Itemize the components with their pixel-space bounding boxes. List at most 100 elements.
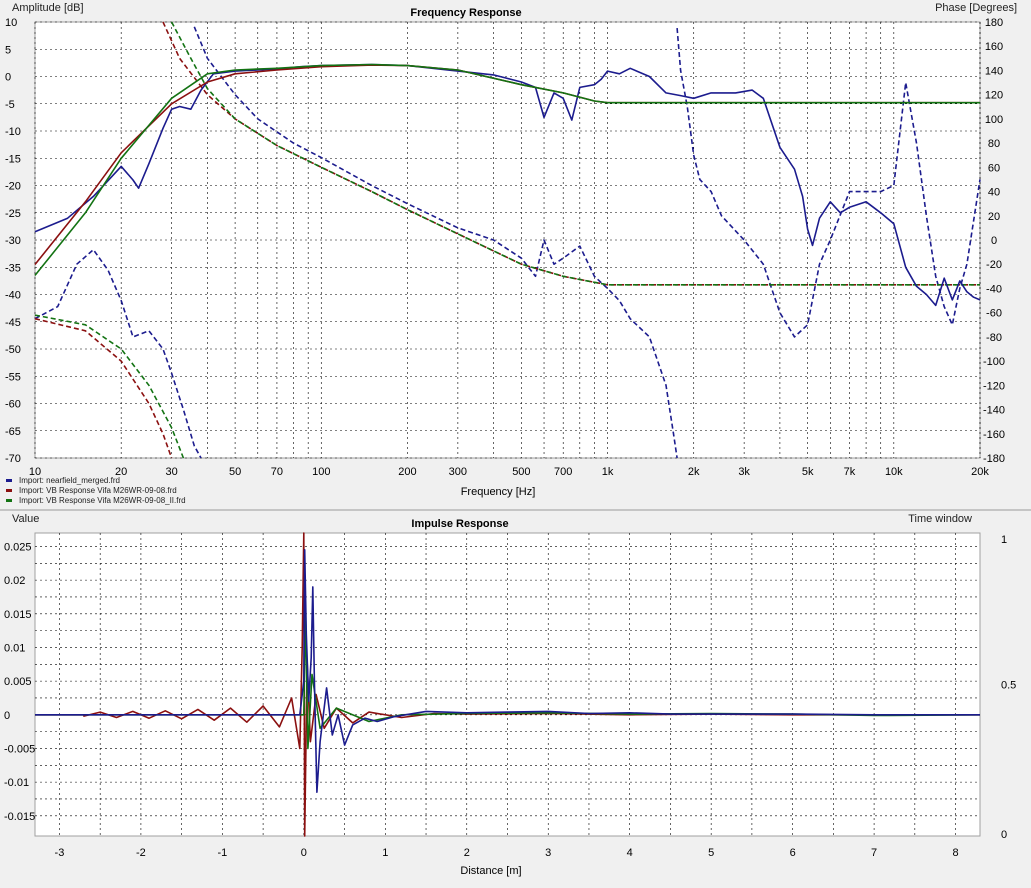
frequency-tick-label: 500 <box>512 466 530 478</box>
phase-tick-label: -120 <box>983 380 1005 392</box>
frequency-tick-label: 10 <box>29 466 41 478</box>
legend-entry: Import: VB Response Vifa M26WR-09-08.frd <box>19 486 177 495</box>
phase-tick-label: 60 <box>988 162 1000 174</box>
frequency-series-line <box>34 63 981 307</box>
value-tick-label: -0.015 <box>4 811 35 823</box>
phase-axis-label: Phase [Degrees] <box>935 2 1017 14</box>
frequency-tick-label: 300 <box>449 466 467 478</box>
amplitude-tick-label: -45 <box>5 317 21 329</box>
time-window-tick-labels: 10.50 <box>1001 534 1016 841</box>
phase-tick-label: 80 <box>988 138 1000 150</box>
frequency-series <box>34 21 981 459</box>
phase-tick-label: 120 <box>985 90 1003 102</box>
value-axis-label: Value <box>12 513 39 525</box>
legend-entry: Import: VB Response Vifa M26WR-09-08_II.… <box>19 496 186 505</box>
value-tick-labels: 0.025 0.02 0.015 0.01 0.005 0 -0.005 -0.01 -0.01… <box>4 541 35 822</box>
impulse-response-panel[interactable]: 0.025 0.02 0.015 0.01 0.005 0 -0.005 -0.01 -0.01… <box>4 513 1016 877</box>
amplitude-tick-label: -70 <box>5 453 21 465</box>
frequency-tick-labels: 10 20 30 50 70 100 200 300 500 700 1k 2k 3k 5k 7k 10k 20… <box>29 466 989 478</box>
distance-tick-label: 0 <box>301 847 307 859</box>
amplitude-tick-label: -25 <box>5 208 21 220</box>
frequency-response-panel[interactable]: 10 5 0 -5 -10 -15 -20 -25 -30 -35 -40 -45 -50 -55 -60 -… <box>5 2 1017 505</box>
time-window-tick-label: 0 <box>1001 829 1007 841</box>
distance-tick-label: 8 <box>952 847 958 859</box>
distance-tick-label: -1 <box>217 847 227 859</box>
distance-tick-label: 2 <box>464 847 470 859</box>
time-window-tick-label: 0.5 <box>1001 680 1016 692</box>
value-tick-label: -0.01 <box>4 777 29 789</box>
distance-tick-label: 7 <box>871 847 877 859</box>
phase-tick-label: -20 <box>986 259 1002 271</box>
amplitude-tick-label: -20 <box>5 181 21 193</box>
frequency-series-line <box>676 28 981 338</box>
distance-tick-label: -3 <box>55 847 65 859</box>
phase-tick-label: 100 <box>985 114 1003 126</box>
phase-tick-label: -60 <box>986 308 1002 320</box>
value-tick-label: 0.005 <box>4 676 32 688</box>
distance-tick-label: 5 <box>708 847 714 859</box>
amplitude-tick-label: 5 <box>5 44 11 56</box>
frequency-tick-label: 70 <box>271 466 283 478</box>
amplitude-tick-label: -30 <box>5 235 21 247</box>
frequency-axis-label: Frequency [Hz] <box>461 486 536 498</box>
distance-axis-label: Distance [m] <box>460 865 521 877</box>
amplitude-axis-label: Amplitude [dB] <box>12 2 84 14</box>
frequency-tick-label: 10k <box>885 466 903 478</box>
legend-swatch <box>6 479 12 482</box>
phase-tick-label: 20 <box>988 211 1000 223</box>
phase-tick-label: -100 <box>983 356 1005 368</box>
frequency-tick-label: 2k <box>688 466 700 478</box>
value-tick-label: 0 <box>4 710 10 722</box>
frequency-series-line <box>34 317 173 459</box>
phase-tick-label: -80 <box>986 332 1002 344</box>
amplitude-tick-label: -10 <box>5 126 21 138</box>
phase-tick-label: 180 <box>985 17 1003 29</box>
frequency-tick-label: 30 <box>165 466 177 478</box>
phase-tick-label: 0 <box>991 235 997 247</box>
phase-tick-label: -160 <box>983 429 1005 441</box>
frequency-series-line <box>34 314 185 459</box>
amplitude-tick-labels: 10 5 0 -5 -10 -15 -20 -25 -30 -35 -40 -45 -50 -55 -60 -… <box>5 17 21 465</box>
frequency-series-line <box>193 26 678 459</box>
amplitude-tick-label: -65 <box>5 426 21 438</box>
frequency-series-line <box>34 63 980 276</box>
frequency-chart-title: Frequency Response <box>410 7 521 19</box>
frequency-tick-label: 100 <box>312 466 330 478</box>
impulse-series-line <box>35 548 980 794</box>
amplitude-tick-label: -5 <box>5 99 15 111</box>
amplitude-tick-label: -35 <box>5 262 21 274</box>
time-window-axis-label: Time window <box>908 513 972 525</box>
value-tick-label: 0.025 <box>4 541 32 553</box>
frequency-plot-area[interactable] <box>34 21 981 459</box>
amplitude-tick-label: 10 <box>5 17 17 29</box>
amplitude-tick-label: -55 <box>5 371 21 383</box>
frequency-tick-label: 20 <box>115 466 127 478</box>
impulse-chart-title: Impulse Response <box>411 518 508 530</box>
value-tick-label: 0.02 <box>4 575 25 587</box>
value-tick-label: 0.01 <box>4 642 25 654</box>
amplitude-tick-label: -50 <box>5 344 21 356</box>
time-window-tick-label: 1 <box>1001 534 1007 546</box>
distance-tick-labels: -3 -2 -1 0 1 2 3 4 5 6 7 8 <box>55 847 959 859</box>
phase-tick-label: 140 <box>985 65 1003 77</box>
amplitude-tick-label: -60 <box>5 399 21 411</box>
distance-tick-label: -2 <box>136 847 146 859</box>
frequency-tick-label: 20k <box>971 466 989 478</box>
frequency-tick-label: 700 <box>554 466 572 478</box>
phase-tick-label: 160 <box>985 41 1003 53</box>
amplitude-tick-label: -15 <box>5 153 21 165</box>
legend-entry: Import: nearfield_merged.frd <box>19 476 120 485</box>
phase-tick-label: -140 <box>983 405 1005 417</box>
frequency-tick-label: 3k <box>738 466 750 478</box>
value-tick-label: -0.005 <box>4 743 35 755</box>
phase-tick-label: 40 <box>988 187 1000 199</box>
legend-swatch <box>6 499 12 502</box>
distance-tick-label: 6 <box>790 847 796 859</box>
frequency-tick-label: 5k <box>802 466 814 478</box>
amplitude-tick-label: -40 <box>5 290 21 302</box>
frequency-series-line <box>170 21 980 286</box>
value-tick-label: 0.015 <box>4 609 32 621</box>
impulse-series <box>35 532 981 837</box>
frequency-tick-label: 1k <box>602 466 614 478</box>
